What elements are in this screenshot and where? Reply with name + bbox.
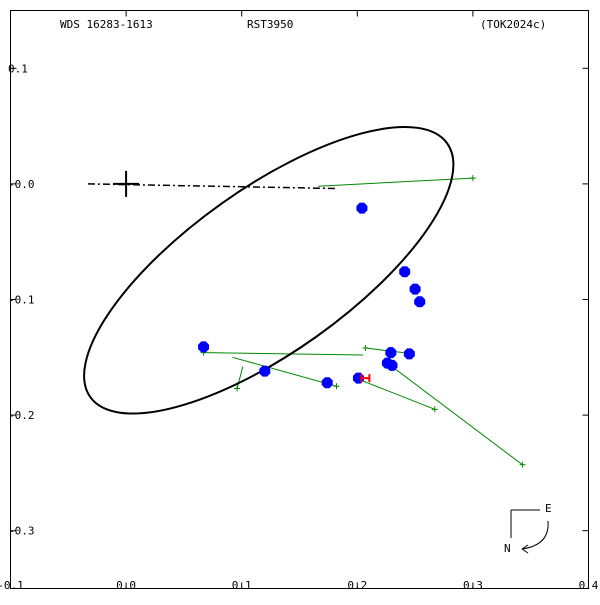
- residual-line: [232, 356, 337, 387]
- compass-north-label: N: [504, 542, 511, 555]
- residual-line: [317, 177, 473, 187]
- observation-point: [414, 296, 426, 308]
- x-tick-label: 0.3: [463, 579, 483, 592]
- residual-lines: [200, 175, 526, 468]
- y-tick-label: -0.3: [8, 525, 35, 538]
- residual-line: [203, 352, 364, 356]
- compass-axes: [510, 509, 540, 538]
- observation-point: [385, 347, 397, 359]
- y-axis: 0.1 -0.0 -0.1 -0.2 -0.3: [8, 62, 589, 538]
- header-center: RST3950: [247, 18, 293, 31]
- y-tick-label: -0.2: [8, 409, 35, 422]
- residual-point: [333, 383, 340, 390]
- observation-point: [259, 365, 271, 377]
- y-tick-label: -0.0: [8, 178, 35, 191]
- residual-line: [236, 366, 244, 389]
- orbit-ellipse: [83, 125, 455, 415]
- primary-star-marker: [113, 170, 140, 197]
- compass-east-label: E: [545, 502, 552, 515]
- observation-point: [356, 202, 368, 214]
- x-tick-label: 0.1: [232, 579, 252, 592]
- observation-point: [403, 348, 415, 360]
- observation-point: [386, 359, 398, 371]
- x-tick-label: 0.0: [116, 579, 136, 592]
- header-left: WDS 16283-1613: [60, 18, 153, 31]
- highlight-point: [360, 374, 371, 383]
- residual-point: [519, 461, 526, 468]
- primary-star-layer: [113, 170, 140, 197]
- orbit-layer: [83, 125, 455, 415]
- x-tick-label: -0.1: [0, 579, 24, 592]
- residual-line: [365, 347, 404, 354]
- x-tick-label: 0.2: [347, 579, 367, 592]
- observation-point: [198, 341, 210, 353]
- x-axis: -0.1 0.0 0.1 0.2 0.3 0.4: [0, 10, 599, 592]
- observation-point: [321, 377, 333, 389]
- header-right: (TOK2024c): [480, 18, 546, 31]
- observation-point: [409, 283, 421, 295]
- residual-line: [358, 378, 435, 410]
- highlight-points: [360, 374, 371, 383]
- observation-point: [399, 266, 411, 278]
- y-tick-label: -0.1: [8, 294, 35, 307]
- compass: E N: [504, 502, 552, 555]
- residual-point: [431, 406, 438, 413]
- compass-arc: [521, 520, 549, 550]
- residual-point: [362, 345, 369, 352]
- residual-line: [387, 362, 523, 466]
- compass-arrow-icon: [521, 544, 529, 554]
- residual-point: [234, 385, 241, 392]
- residual-point: [469, 175, 476, 182]
- y-tick-label: 0.1: [8, 62, 28, 75]
- x-tick-label: 0.4: [579, 579, 599, 592]
